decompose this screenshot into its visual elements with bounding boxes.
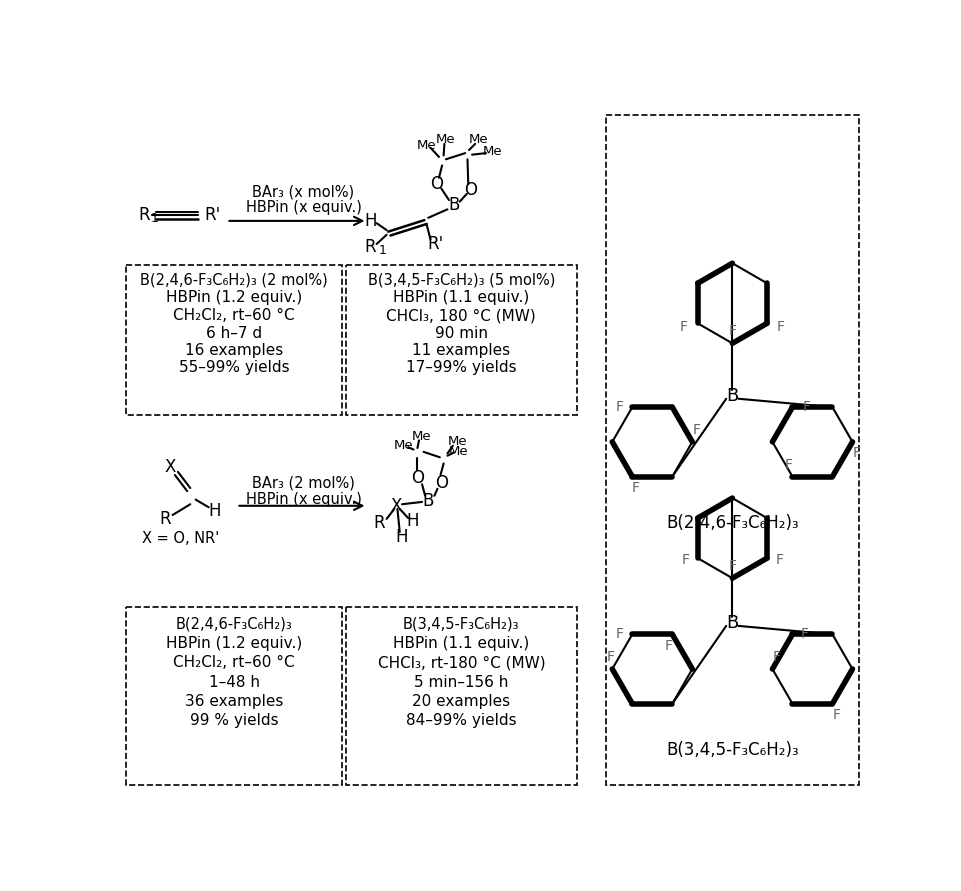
Text: B: B [727,614,738,632]
Text: HBPin (1.1 equiv.): HBPin (1.1 equiv.) [393,636,530,651]
Text: Me: Me [417,139,436,152]
Text: CH₂Cl₂, rt–60 °C: CH₂Cl₂, rt–60 °C [173,656,295,670]
Text: O: O [464,181,477,199]
Text: F: F [832,708,840,723]
Text: R: R [373,514,384,532]
Bar [346,265,577,415]
Text: CHCl₃, rt-180 °C (MW): CHCl₃, rt-180 °C (MW) [378,656,545,670]
Text: CH₂Cl₂, rt–60 °C: CH₂Cl₂, rt–60 °C [173,308,295,323]
Text: H: H [396,527,408,545]
Text: X: X [390,497,402,515]
Text: F: F [632,481,640,495]
Text: 1: 1 [150,212,159,225]
Text: B(2,4,6-F₃C₆H₂)₃: B(2,4,6-F₃C₆H₂)₃ [176,617,292,632]
Text: 1: 1 [379,244,387,257]
Text: Me: Me [449,445,469,458]
Text: O: O [431,175,443,193]
Text: B: B [727,387,738,405]
Text: F: F [606,650,615,665]
Text: R: R [138,206,150,224]
Text: 5 min–156 h: 5 min–156 h [414,674,508,690]
Text: 16 examples: 16 examples [185,343,283,358]
Text: 55–99% yields: 55–99% yields [179,361,289,375]
Text: R: R [364,238,377,256]
Text: B(3,4,5-F₃C₆H₂)₃: B(3,4,5-F₃C₆H₂)₃ [666,741,799,759]
Text: B(2,4,6-F₃C₆H₂)₃ (2 mol%): B(2,4,6-F₃C₆H₂)₃ (2 mol%) [140,273,328,288]
Text: X = O, NR': X = O, NR' [141,531,219,545]
Bar [606,115,858,784]
Text: 36 examples: 36 examples [185,694,283,709]
Text: B: B [423,492,434,511]
Text: BAr₃ (2 mol%): BAr₃ (2 mol%) [252,475,355,490]
Text: 17–99% yields: 17–99% yields [406,361,517,375]
Text: F: F [776,552,783,567]
Text: 20 examples: 20 examples [412,694,510,709]
Text: 90 min: 90 min [434,326,488,340]
Text: F: F [728,559,736,573]
Text: F: F [616,627,624,642]
Text: CHCl₃, 180 °C (MW): CHCl₃, 180 °C (MW) [386,308,536,323]
Text: HBPin (1.2 equiv.): HBPin (1.2 equiv.) [166,290,303,306]
Text: R: R [160,510,171,527]
Text: H: H [407,512,419,530]
Text: 99 % yields: 99 % yields [190,713,279,728]
Text: 84–99% yields: 84–99% yields [406,713,517,728]
Text: F: F [679,320,688,334]
Text: H: H [364,212,377,230]
Text: Me: Me [394,439,413,453]
Bar [127,608,342,784]
Text: F: F [776,320,785,334]
Text: B(2,4,6-F₃C₆H₂)₃: B(2,4,6-F₃C₆H₂)₃ [666,514,799,532]
Text: Me: Me [436,133,456,146]
Text: B(3,4,5-F₃C₆H₂)₃: B(3,4,5-F₃C₆H₂)₃ [403,617,520,632]
Text: Me: Me [482,145,502,158]
Text: 6 h–7 d: 6 h–7 d [206,326,262,340]
Text: F: F [773,650,780,665]
Text: HBPin (1.1 equiv.): HBPin (1.1 equiv.) [393,290,530,306]
Text: F: F [616,400,624,414]
Text: O: O [435,474,449,492]
Text: HBPin (x equiv.): HBPin (x equiv.) [246,492,361,507]
Text: X: X [164,458,176,477]
Text: B: B [448,197,459,215]
Text: F: F [852,446,860,461]
Text: HBPin (x equiv.): HBPin (x equiv.) [246,200,361,215]
Bar [127,265,342,415]
Text: F: F [802,400,810,414]
Text: R': R' [204,206,220,224]
Text: F: F [692,423,701,437]
Text: F: F [681,552,689,567]
Text: B(3,4,5-F₃C₆H₂)₃ (5 mol%): B(3,4,5-F₃C₆H₂)₃ (5 mol%) [368,273,555,288]
Text: F: F [801,627,809,642]
Text: 11 examples: 11 examples [412,343,510,358]
Text: H: H [209,503,221,520]
Text: R': R' [428,235,444,253]
Text: Me: Me [448,436,467,448]
Text: F: F [728,324,736,338]
Text: F: F [664,639,673,653]
Text: HBPin (1.2 equiv.): HBPin (1.2 equiv.) [166,636,303,651]
Bar [346,608,577,784]
Text: Me: Me [411,430,431,443]
Text: BAr₃ (x mol%): BAr₃ (x mol%) [253,184,355,199]
Text: F: F [784,458,793,472]
Text: O: O [411,469,424,487]
Text: 1–48 h: 1–48 h [209,674,259,690]
Text: Me: Me [468,133,488,146]
